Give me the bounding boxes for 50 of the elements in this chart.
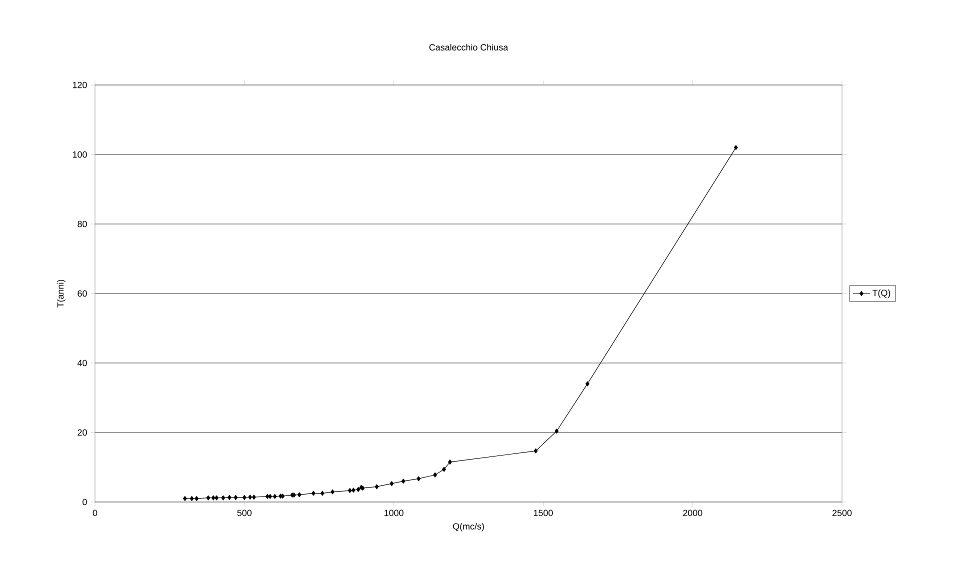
- point: [416, 476, 421, 482]
- point: [211, 495, 216, 500]
- point: [585, 381, 590, 386]
- y-axis-title: T(anni): [57, 280, 66, 308]
- y-tick-label: 120: [72, 82, 87, 88]
- point: [190, 496, 194, 502]
- point: [234, 494, 238, 500]
- point: [242, 494, 246, 500]
- point: [734, 145, 738, 150]
- point: [206, 495, 210, 500]
- point: [554, 428, 559, 434]
- point: [330, 489, 334, 494]
- x-tick-label: 0: [92, 510, 98, 516]
- y-tick-label: 20: [78, 429, 87, 436]
- point: [311, 490, 316, 496]
- y-tick-label: 0: [82, 498, 87, 506]
- x-tick-label: 1500: [534, 510, 553, 516]
- x-axis-title: Q(mc/s): [452, 522, 484, 532]
- point: [442, 466, 446, 472]
- point: [448, 460, 452, 465]
- point: [182, 496, 187, 502]
- point: [401, 478, 406, 484]
- point: [348, 488, 352, 494]
- y-tick-label: 60: [78, 290, 87, 297]
- x-tick-label: 2500: [832, 510, 852, 516]
- point: [228, 494, 232, 500]
- y-tick-label: 100: [72, 151, 87, 158]
- point: [356, 486, 360, 492]
- chart-title: Casalecchio Chiusa: [429, 44, 508, 51]
- point: [352, 488, 356, 493]
- point: [265, 494, 270, 499]
- point: [268, 494, 272, 499]
- legend-label: T(Q): [872, 290, 890, 298]
- y-tick-label: 80: [78, 220, 87, 228]
- point: [433, 472, 437, 478]
- point: [221, 495, 226, 500]
- point: [252, 494, 256, 500]
- point: [320, 490, 324, 496]
- point: [214, 495, 219, 500]
- x-tick-label: 500: [237, 510, 252, 516]
- point: [374, 484, 379, 490]
- point: [194, 496, 199, 502]
- y-tick-label: 40: [77, 360, 87, 366]
- point: [248, 494, 252, 500]
- x-tick-label: 2000: [683, 510, 702, 516]
- point: [534, 448, 538, 454]
- point: [297, 492, 302, 498]
- point: [390, 481, 394, 486]
- point: [272, 494, 277, 499]
- x-tick-label: 1000: [384, 510, 404, 516]
